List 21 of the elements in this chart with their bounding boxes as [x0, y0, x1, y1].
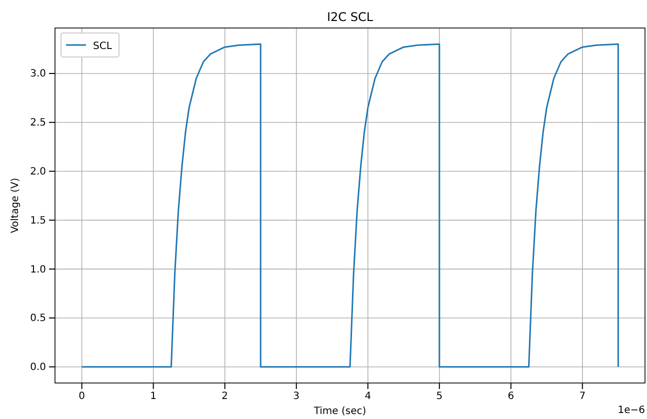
x-tick-label: 0	[78, 391, 86, 402]
y-tick-label: 3.0	[30, 68, 46, 80]
y-axis-title: Voltage (V)	[10, 178, 21, 234]
x-axis-title: Time (sec)	[312, 406, 366, 417]
y-tick-label: 2.5	[30, 118, 46, 129]
legend-label: SCL	[93, 41, 112, 52]
x-tick-label: 7	[579, 391, 586, 402]
line-series	[81, 43, 619, 368]
x-tick-label: 5	[436, 391, 443, 402]
y-tick-label: 0.0	[30, 362, 46, 374]
x-tick-label: 6	[508, 391, 514, 402]
y-tick-label: 1.5	[30, 215, 46, 226]
y-tick-label: 1.0	[30, 264, 46, 276]
x-tick-label: 3	[293, 391, 300, 402]
text: 1e−6	[618, 405, 645, 416]
x-tick-label: 4	[364, 391, 372, 402]
x-tick-label: 2	[222, 391, 228, 402]
x-tick-label: 1	[150, 391, 157, 402]
y-tick-label: 0.5	[30, 313, 46, 324]
y-tick-label: 2.0	[30, 166, 46, 178]
chart-title: I2C SCL	[326, 10, 374, 24]
